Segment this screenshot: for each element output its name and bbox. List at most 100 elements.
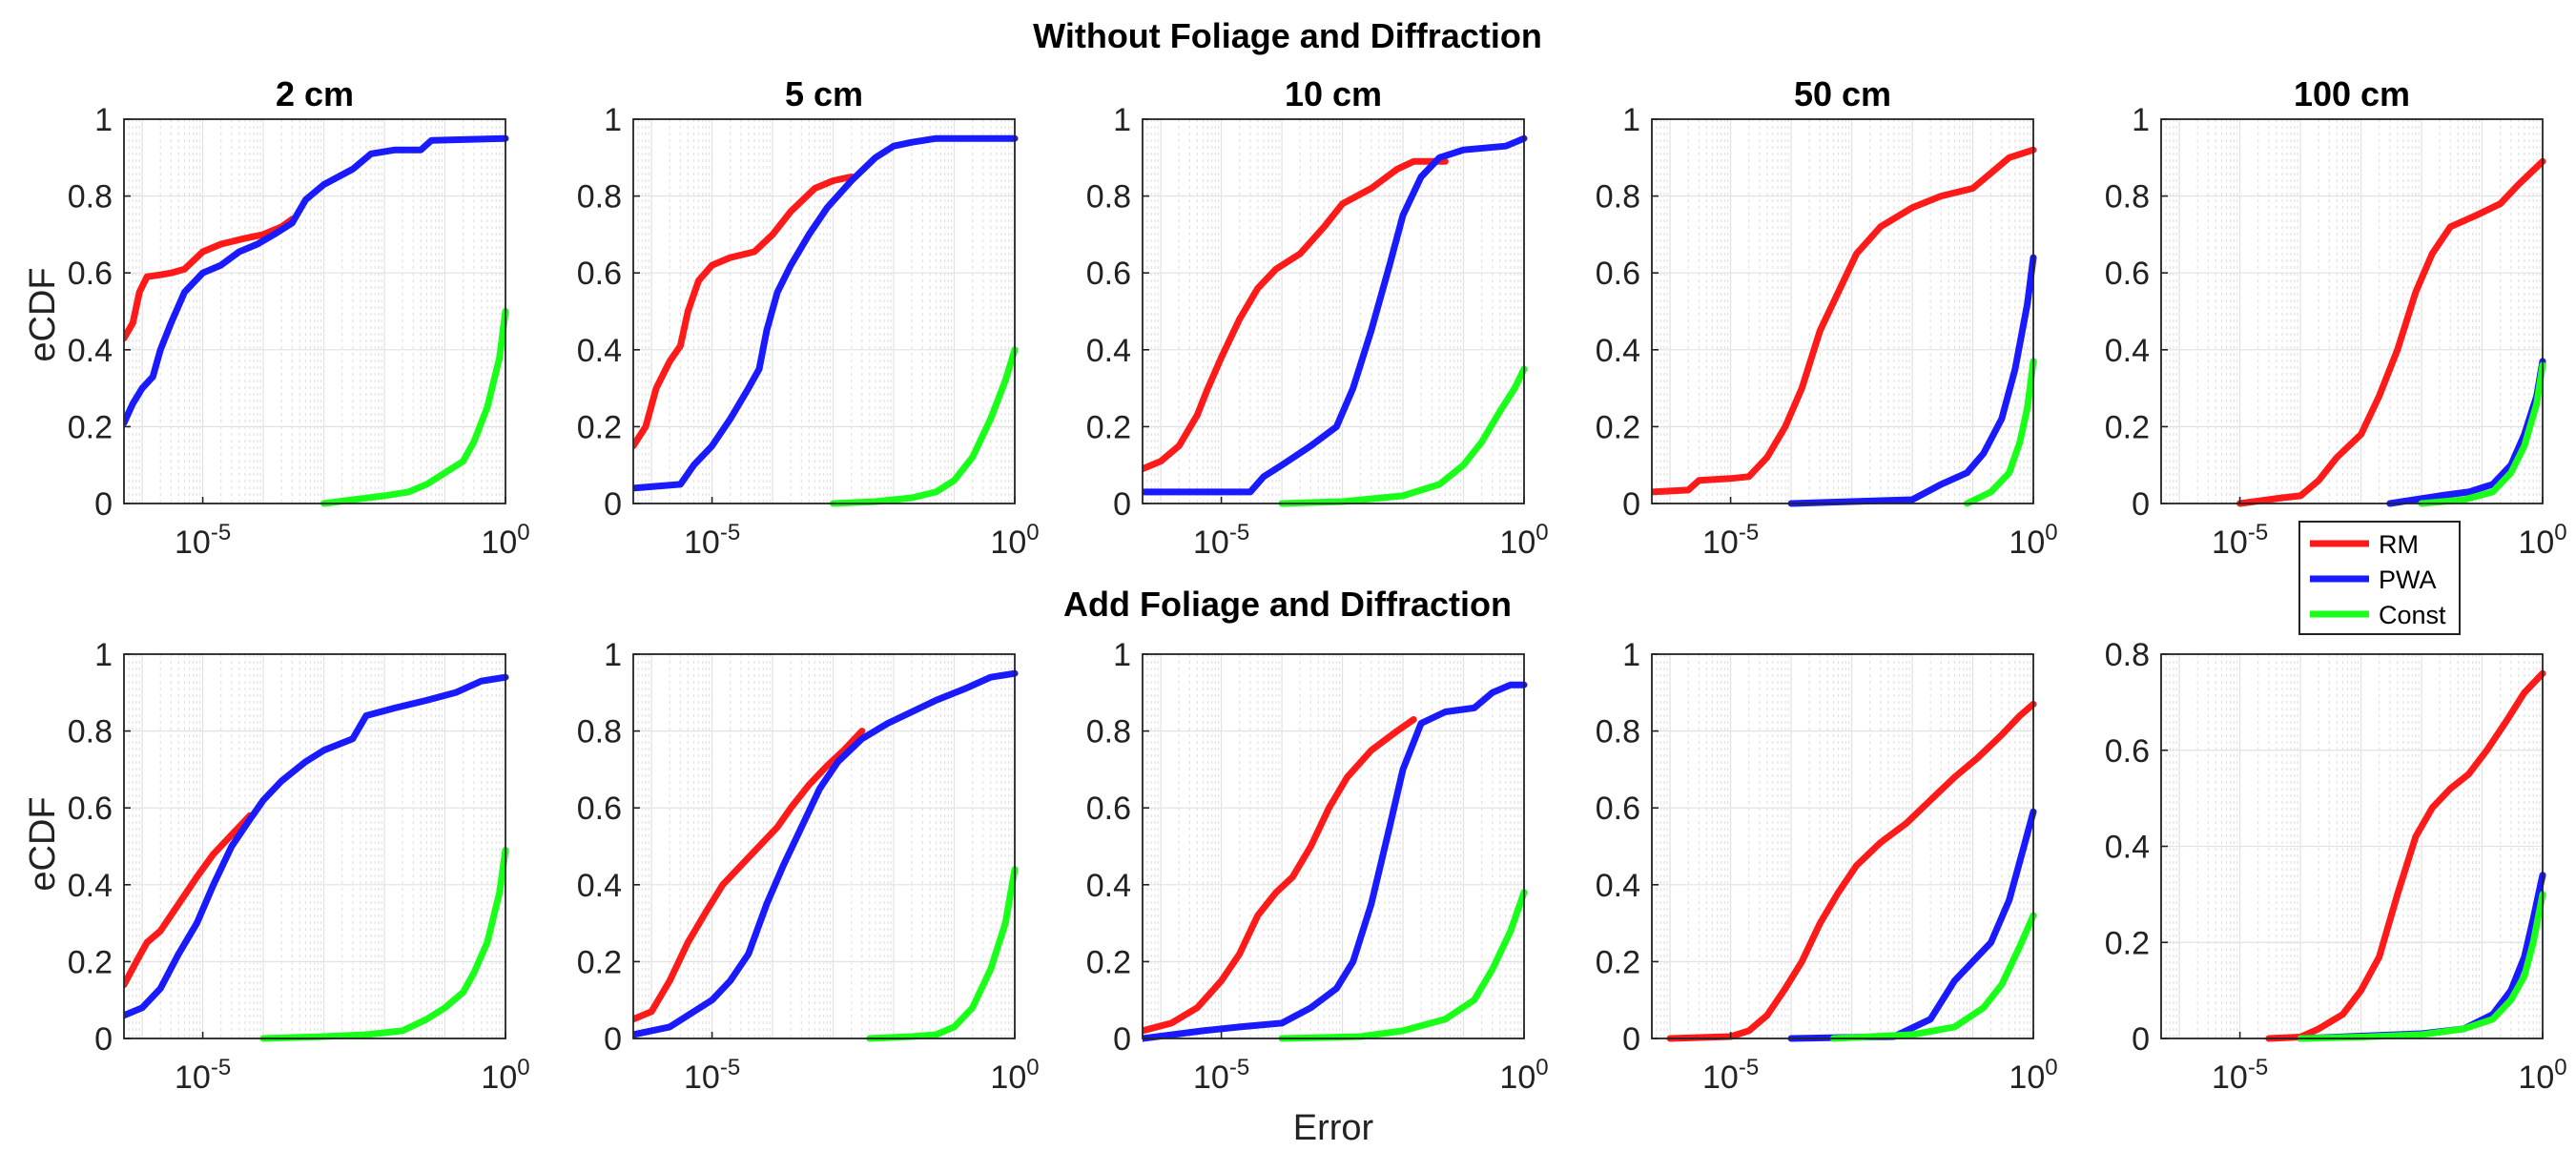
chart-panel-5: 0 0.2 0.4 0.6 0.8 1 10-5 100	[68, 637, 530, 1096]
series-group	[2236, 157, 2546, 507]
y-tick-label: 0.8	[577, 179, 622, 216]
grid	[633, 119, 1015, 504]
y-tick-label: 1	[1622, 637, 1640, 673]
series-line-rm	[124, 812, 254, 989]
y-tick-label: 1	[2132, 102, 2150, 138]
grid	[2161, 119, 2543, 504]
grid	[1143, 119, 1524, 504]
y-tick-label: 0.4	[68, 868, 113, 904]
y-tick-label: 0.2	[68, 944, 113, 980]
y-tick-label: 0	[604, 1021, 622, 1058]
x-tick-label: 10-5	[2212, 1055, 2268, 1096]
x-tick-label: 100	[1499, 1055, 1548, 1096]
axes-box	[1651, 118, 2034, 504]
series-line-rm	[1143, 157, 1449, 473]
x-tick-label: 100	[481, 520, 529, 561]
axes-box	[123, 653, 506, 1039]
x-tick-label: 10-5	[2212, 520, 2268, 561]
y-tick-label: 1	[1113, 637, 1131, 673]
panel-title: 50 cm	[1794, 74, 1891, 113]
x-tick-label: 100	[2518, 520, 2566, 561]
series-group	[1143, 681, 1528, 1042]
y-tick-label: 0.2	[577, 944, 622, 980]
y-axis-label-top: eCDF	[23, 267, 63, 361]
y-tick-label: 1	[1622, 102, 1640, 138]
series-line-const	[259, 847, 509, 1042]
series-line-pwa	[633, 134, 1019, 492]
y-tick-label: 0.8	[577, 714, 622, 750]
x-tick-label: 100	[990, 1055, 1039, 1096]
series-line-rm	[1143, 716, 1417, 1035]
y-tick-label: 0.4	[1086, 333, 1131, 369]
series-group	[2265, 669, 2546, 1042]
y-tick-label: 0.6	[577, 256, 622, 292]
series-group	[124, 134, 509, 507]
y-tick-label: 0.6	[1086, 791, 1131, 827]
y-axis-label-bottom: eCDF	[23, 796, 63, 891]
chart-panel-8: 0 0.2 0.4 0.6 0.8 1 10-5 100	[1596, 637, 2058, 1096]
y-tick-label: 0	[2132, 1021, 2150, 1058]
y-tick-label: 1	[94, 637, 113, 673]
axes-box	[1142, 118, 1525, 504]
y-tick-label: 0.6	[2105, 256, 2150, 292]
y-tick-label: 0.2	[1596, 409, 1640, 445]
x-tick-label: 10-5	[175, 520, 231, 561]
y-tick-label: 0	[1622, 486, 1640, 523]
series-group	[1652, 146, 2037, 507]
series-line-const	[830, 346, 1019, 507]
y-tick-label: 0.4	[68, 333, 113, 369]
panel-title: 2 cm	[276, 74, 354, 113]
chart-panel-0: 0 0.2 0.4 0.6 0.8 1 10-5 100 2 cm	[68, 74, 530, 561]
y-tick-label: 1	[94, 102, 113, 138]
legend-label-const: Const	[2379, 601, 2446, 629]
x-tick-label: 10-5	[1193, 1055, 1249, 1096]
series-line-const	[1963, 358, 2037, 507]
series-line-const	[1278, 889, 1528, 1042]
y-tick-label: 0.2	[68, 409, 113, 445]
chart-panel-3: 0 0.2 0.4 0.6 0.8 1 10-5 100 50 cm	[1596, 74, 2058, 561]
y-tick-label: 0.2	[577, 409, 622, 445]
x-tick-label: 100	[2518, 1055, 2566, 1096]
y-tick-label: 0.8	[2105, 637, 2150, 673]
y-tick-label: 0.6	[1596, 256, 1640, 292]
y-tick-label: 0	[604, 486, 622, 523]
y-tick-label: 0.4	[1086, 868, 1131, 904]
y-tick-label: 0	[1113, 1021, 1131, 1058]
legend: RM PWA Const	[2298, 521, 2461, 635]
panel-title: 5 cm	[785, 74, 863, 113]
x-tick-label: 10-5	[1702, 520, 1759, 561]
series-line-pwa	[1787, 254, 2037, 507]
series-line-rm	[2236, 157, 2546, 507]
y-tick-label: 0.4	[577, 333, 622, 369]
y-tick-label: 0.8	[68, 179, 113, 216]
y-tick-label: 0	[2132, 486, 2150, 523]
axes-box	[2160, 118, 2544, 504]
y-tick-label: 0.4	[577, 868, 622, 904]
axes-box	[632, 653, 1016, 1039]
y-tick-label: 0.8	[1086, 714, 1131, 750]
y-tick-label: 1	[604, 102, 622, 138]
y-tick-label: 0.2	[1596, 944, 1640, 980]
y-tick-label: 0	[1113, 486, 1131, 523]
series-line-rm	[633, 173, 855, 450]
y-tick-label: 0.6	[577, 791, 622, 827]
series-group	[633, 669, 1019, 1042]
y-tick-label: 1	[604, 637, 622, 673]
y-tick-label: 0.4	[2105, 830, 2150, 866]
y-tick-label: 0.8	[1596, 714, 1640, 750]
y-tick-label: 0.4	[1596, 333, 1640, 369]
axes-box	[1651, 653, 2034, 1039]
chart-panel-9: 0 0.2 0.4 0.6 0.8 10-5 100	[2105, 637, 2567, 1096]
legend-label-rm: RM	[2379, 530, 2419, 559]
series-line-pwa	[1787, 808, 2037, 1042]
chart-panel-7: 0 0.2 0.4 0.6 0.8 1 10-5 100	[1086, 637, 1549, 1096]
grid	[2161, 654, 2543, 1038]
panel-title: 10 cm	[1285, 74, 1382, 113]
chart-panel-2: 0 0.2 0.4 0.6 0.8 1 10-5 100 10 cm	[1086, 74, 1549, 561]
series-line-pwa	[1143, 134, 1528, 496]
x-tick-label: 10-5	[1193, 520, 1249, 561]
y-tick-label: 0.6	[68, 256, 113, 292]
y-tick-label: 0.2	[2105, 409, 2150, 445]
series-group	[633, 134, 1019, 507]
